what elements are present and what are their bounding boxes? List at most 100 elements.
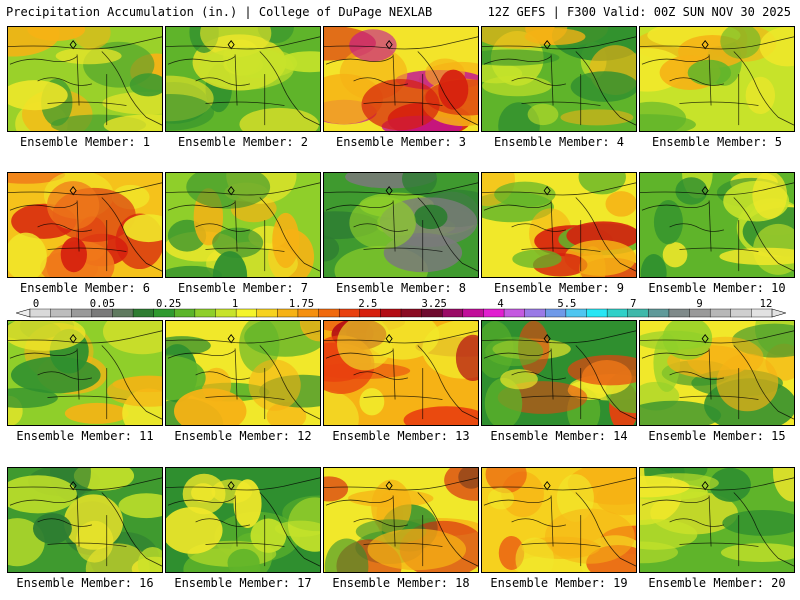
precip-contour-blob (709, 468, 751, 502)
state-boundary-line (37, 518, 93, 527)
state-boundary-line (47, 395, 127, 400)
precip-field (640, 321, 794, 425)
state-boundary-line (325, 497, 394, 506)
precip-field (482, 173, 636, 277)
precip-contour-blob (579, 246, 606, 277)
precip-contour-blob (32, 513, 72, 544)
state-boundary-line (483, 202, 552, 211)
precip-contour-blob (720, 543, 794, 562)
state-boundary-line (733, 51, 794, 126)
state-boundary-line (679, 395, 759, 400)
state-boundary-line (641, 350, 710, 359)
precip-contour-blob (72, 27, 111, 50)
ensemble-member-map (639, 467, 795, 573)
state-boundary-line (324, 477, 478, 491)
colorbar-swatch (153, 308, 175, 318)
ensemble-member-map (323, 320, 479, 426)
colorbar-swatch (462, 308, 484, 318)
ensemble-member-label: Ensemble Member: 15 (648, 429, 786, 443)
state-boundary-line (195, 371, 251, 380)
ensemble-member-label: Ensemble Member: 17 (174, 576, 312, 590)
colorbar-swatch (277, 308, 299, 318)
colorbar-swatch (442, 308, 464, 318)
ensemble-member-label: Ensemble Member: 18 (332, 576, 470, 590)
precip-contour-blob (444, 468, 478, 501)
ensemble-member-label: Ensemble Member: 1 (19, 135, 151, 149)
ensemble-member-map (481, 467, 637, 573)
precip-field (324, 27, 478, 131)
colorbar-swatch (112, 308, 134, 318)
state-boundary-line (9, 56, 78, 65)
station-marker-icon (227, 481, 235, 491)
precip-contour-blob (487, 487, 515, 510)
state-boundary-line (669, 518, 725, 527)
ensemble-member-label: Ensemble Member: 20 (648, 576, 786, 590)
state-boundary-line (511, 77, 567, 86)
state-boundary-line (325, 202, 394, 211)
precip-contour-blob (640, 400, 722, 425)
colorbar-swatch (545, 308, 567, 318)
station-marker-icon (69, 40, 77, 50)
state-boundary-line (575, 345, 636, 420)
state-boundary-line (640, 182, 794, 196)
precip-contour-blob (10, 356, 101, 394)
colorbar-swatch (565, 308, 587, 318)
precip-contour-blob (60, 237, 87, 273)
precip-contour-blob (166, 336, 211, 356)
precip-contour-blob (272, 212, 300, 268)
state-boundary-line (511, 223, 567, 232)
state-boundary-line (733, 492, 794, 567)
state-boundary-line (392, 348, 396, 400)
state-boundary-line (641, 56, 710, 65)
colorbar-swatch (215, 308, 237, 318)
state-boundary-line (521, 247, 601, 252)
precip-field (8, 321, 162, 425)
precip-field (324, 321, 478, 425)
precip-contour-blob (227, 548, 260, 572)
state-boundary-line (641, 202, 710, 211)
precip-contour-blob (8, 232, 47, 277)
ensemble-member-map (7, 26, 163, 132)
precip-field (640, 27, 794, 131)
colorbar-swatch (380, 308, 402, 318)
state-boundary-line (76, 348, 80, 400)
precip-contour-blob (722, 509, 794, 536)
precip-contour-blob (274, 520, 320, 537)
precip-field (324, 173, 478, 277)
state-boundary-line (669, 77, 725, 86)
precip-contour-blob (653, 199, 683, 245)
state-boundary-line (641, 497, 710, 506)
state-boundary-line (76, 54, 80, 106)
state-boundary-line (234, 348, 238, 400)
state-boundary-line (8, 330, 162, 344)
ensemble-member-map (639, 172, 795, 278)
state-boundary-line (511, 518, 567, 527)
precip-colorbar: 0 0.05 0.25 1 1.75 2.5 3.25 4 5.5 7 9 12 (16, 299, 786, 321)
precip-field (166, 173, 320, 277)
colorbar-max-arrow (771, 308, 786, 318)
precip-contour-blob (640, 114, 696, 131)
colorbar-swatch (194, 308, 216, 318)
colorbar-tick-label: 7 (630, 299, 636, 310)
ensemble-member-label: Ensemble Member: 9 (493, 281, 625, 295)
precip-field (8, 27, 162, 131)
state-boundary-line (166, 330, 320, 344)
state-boundary-line (167, 56, 236, 65)
state-boundary-line (363, 247, 443, 252)
precip-contour-blob (759, 27, 794, 67)
colorbar-swatch (400, 308, 423, 318)
ensemble-member-label: Ensemble Member: 6 (19, 281, 151, 295)
chart-title-right: 12Z GEFS | F300 Valid: 00Z SUN NOV 30 20… (487, 5, 791, 19)
precip-contour-blob (55, 47, 122, 65)
station-marker-icon (543, 334, 551, 344)
ensemble-member-label: Ensemble Member: 16 (16, 576, 154, 590)
ensemble-member-label: Ensemble Member: 3 (335, 135, 467, 149)
state-boundary-line (392, 54, 396, 106)
ensemble-member-label: Ensemble Member: 13 (332, 429, 470, 443)
state-boundary-line (640, 330, 794, 344)
precip-contour-blob (248, 359, 301, 411)
chart-title-left: Precipitation Accumulation (in.) | Colle… (6, 5, 433, 19)
colorbar-tick-label: 0.25 (156, 299, 181, 310)
precip-contour-blob (772, 468, 794, 502)
precip-contour-blob (349, 196, 416, 250)
